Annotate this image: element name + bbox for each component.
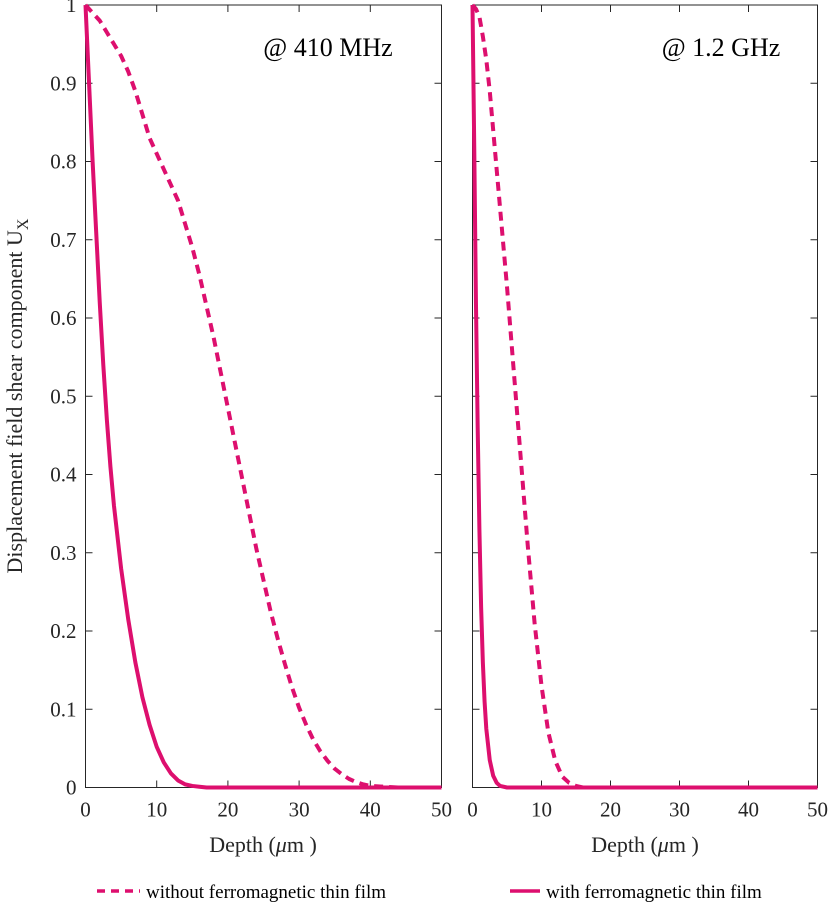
y-tick-label: 0.5 xyxy=(50,384,76,408)
x-tick-label: 10 xyxy=(146,798,167,822)
series-line-with-film xyxy=(83,4,442,790)
x-tick-label: 50 xyxy=(431,798,452,822)
legend-label-without: without ferromagnetic thin film xyxy=(146,882,386,903)
x-ticks: 0 10 20 30 40 50 xyxy=(80,5,452,822)
chart-panel-410mhz: 0 0.1 0.2 0.3 0.4 0.5 0.6 0.7 0.8 0.9 1 0 10 20 30 40 5… xyxy=(2,0,452,857)
series-line-with-film xyxy=(470,4,818,790)
legend: without ferromagnetic thin film with fer… xyxy=(97,882,762,903)
y-axis-label: Displacement field shear component UX xyxy=(2,218,32,573)
y-ticks: 0 0.1 0.2 0.3 0.4 0.5 0.6 0.7 0.8 0.9 1 xyxy=(50,0,442,800)
y-tick-label: 0.4 xyxy=(50,463,77,487)
frequency-annotation: @ 1.2 GHz xyxy=(662,33,781,62)
y-tick-label: 0.7 xyxy=(50,228,76,252)
series-line-without-film xyxy=(471,3,818,790)
x-tick-label: 50 xyxy=(807,798,828,822)
x-tick-label: 40 xyxy=(360,798,381,822)
x-tick-label: 0 xyxy=(80,798,91,822)
series-group xyxy=(470,3,818,790)
x-axis-label: Depth (μm ) xyxy=(209,832,317,857)
series-group xyxy=(83,3,442,790)
y-tick-label: 0.1 xyxy=(50,697,76,721)
x-tick-label: 20 xyxy=(217,798,238,822)
x-tick-label: 40 xyxy=(738,798,759,822)
y-tick-label: 0.9 xyxy=(50,71,76,95)
x-ticks: 0 10 20 30 40 50 xyxy=(467,5,828,822)
frequency-annotation: @ 410 MHz xyxy=(263,33,392,62)
y-tick-label: 1 xyxy=(66,0,77,17)
plot-area-frame xyxy=(472,4,818,788)
y-tick-label: 0.2 xyxy=(50,619,76,643)
x-tick-label: 30 xyxy=(289,798,310,822)
x-tick-label: 10 xyxy=(531,798,552,822)
y-tick-label: 0.6 xyxy=(50,306,76,330)
x-tick-label: 30 xyxy=(669,798,690,822)
y-tick-label: 0 xyxy=(66,776,77,800)
series-line-without-film xyxy=(84,3,442,790)
x-tick-label: 0 xyxy=(467,798,478,822)
x-tick-label: 20 xyxy=(600,798,621,822)
y-tick-label: 0.8 xyxy=(50,150,76,174)
chart-panel-1-2ghz: 0 10 20 30 40 50 @ 1.2 GHz Depth (μm ) xyxy=(467,3,828,857)
y-ticks xyxy=(472,4,818,788)
x-axis-label: Depth (μm ) xyxy=(591,832,699,857)
y-tick-label: 0.3 xyxy=(50,541,76,565)
legend-label-with: with ferromagnetic thin film xyxy=(546,882,762,903)
